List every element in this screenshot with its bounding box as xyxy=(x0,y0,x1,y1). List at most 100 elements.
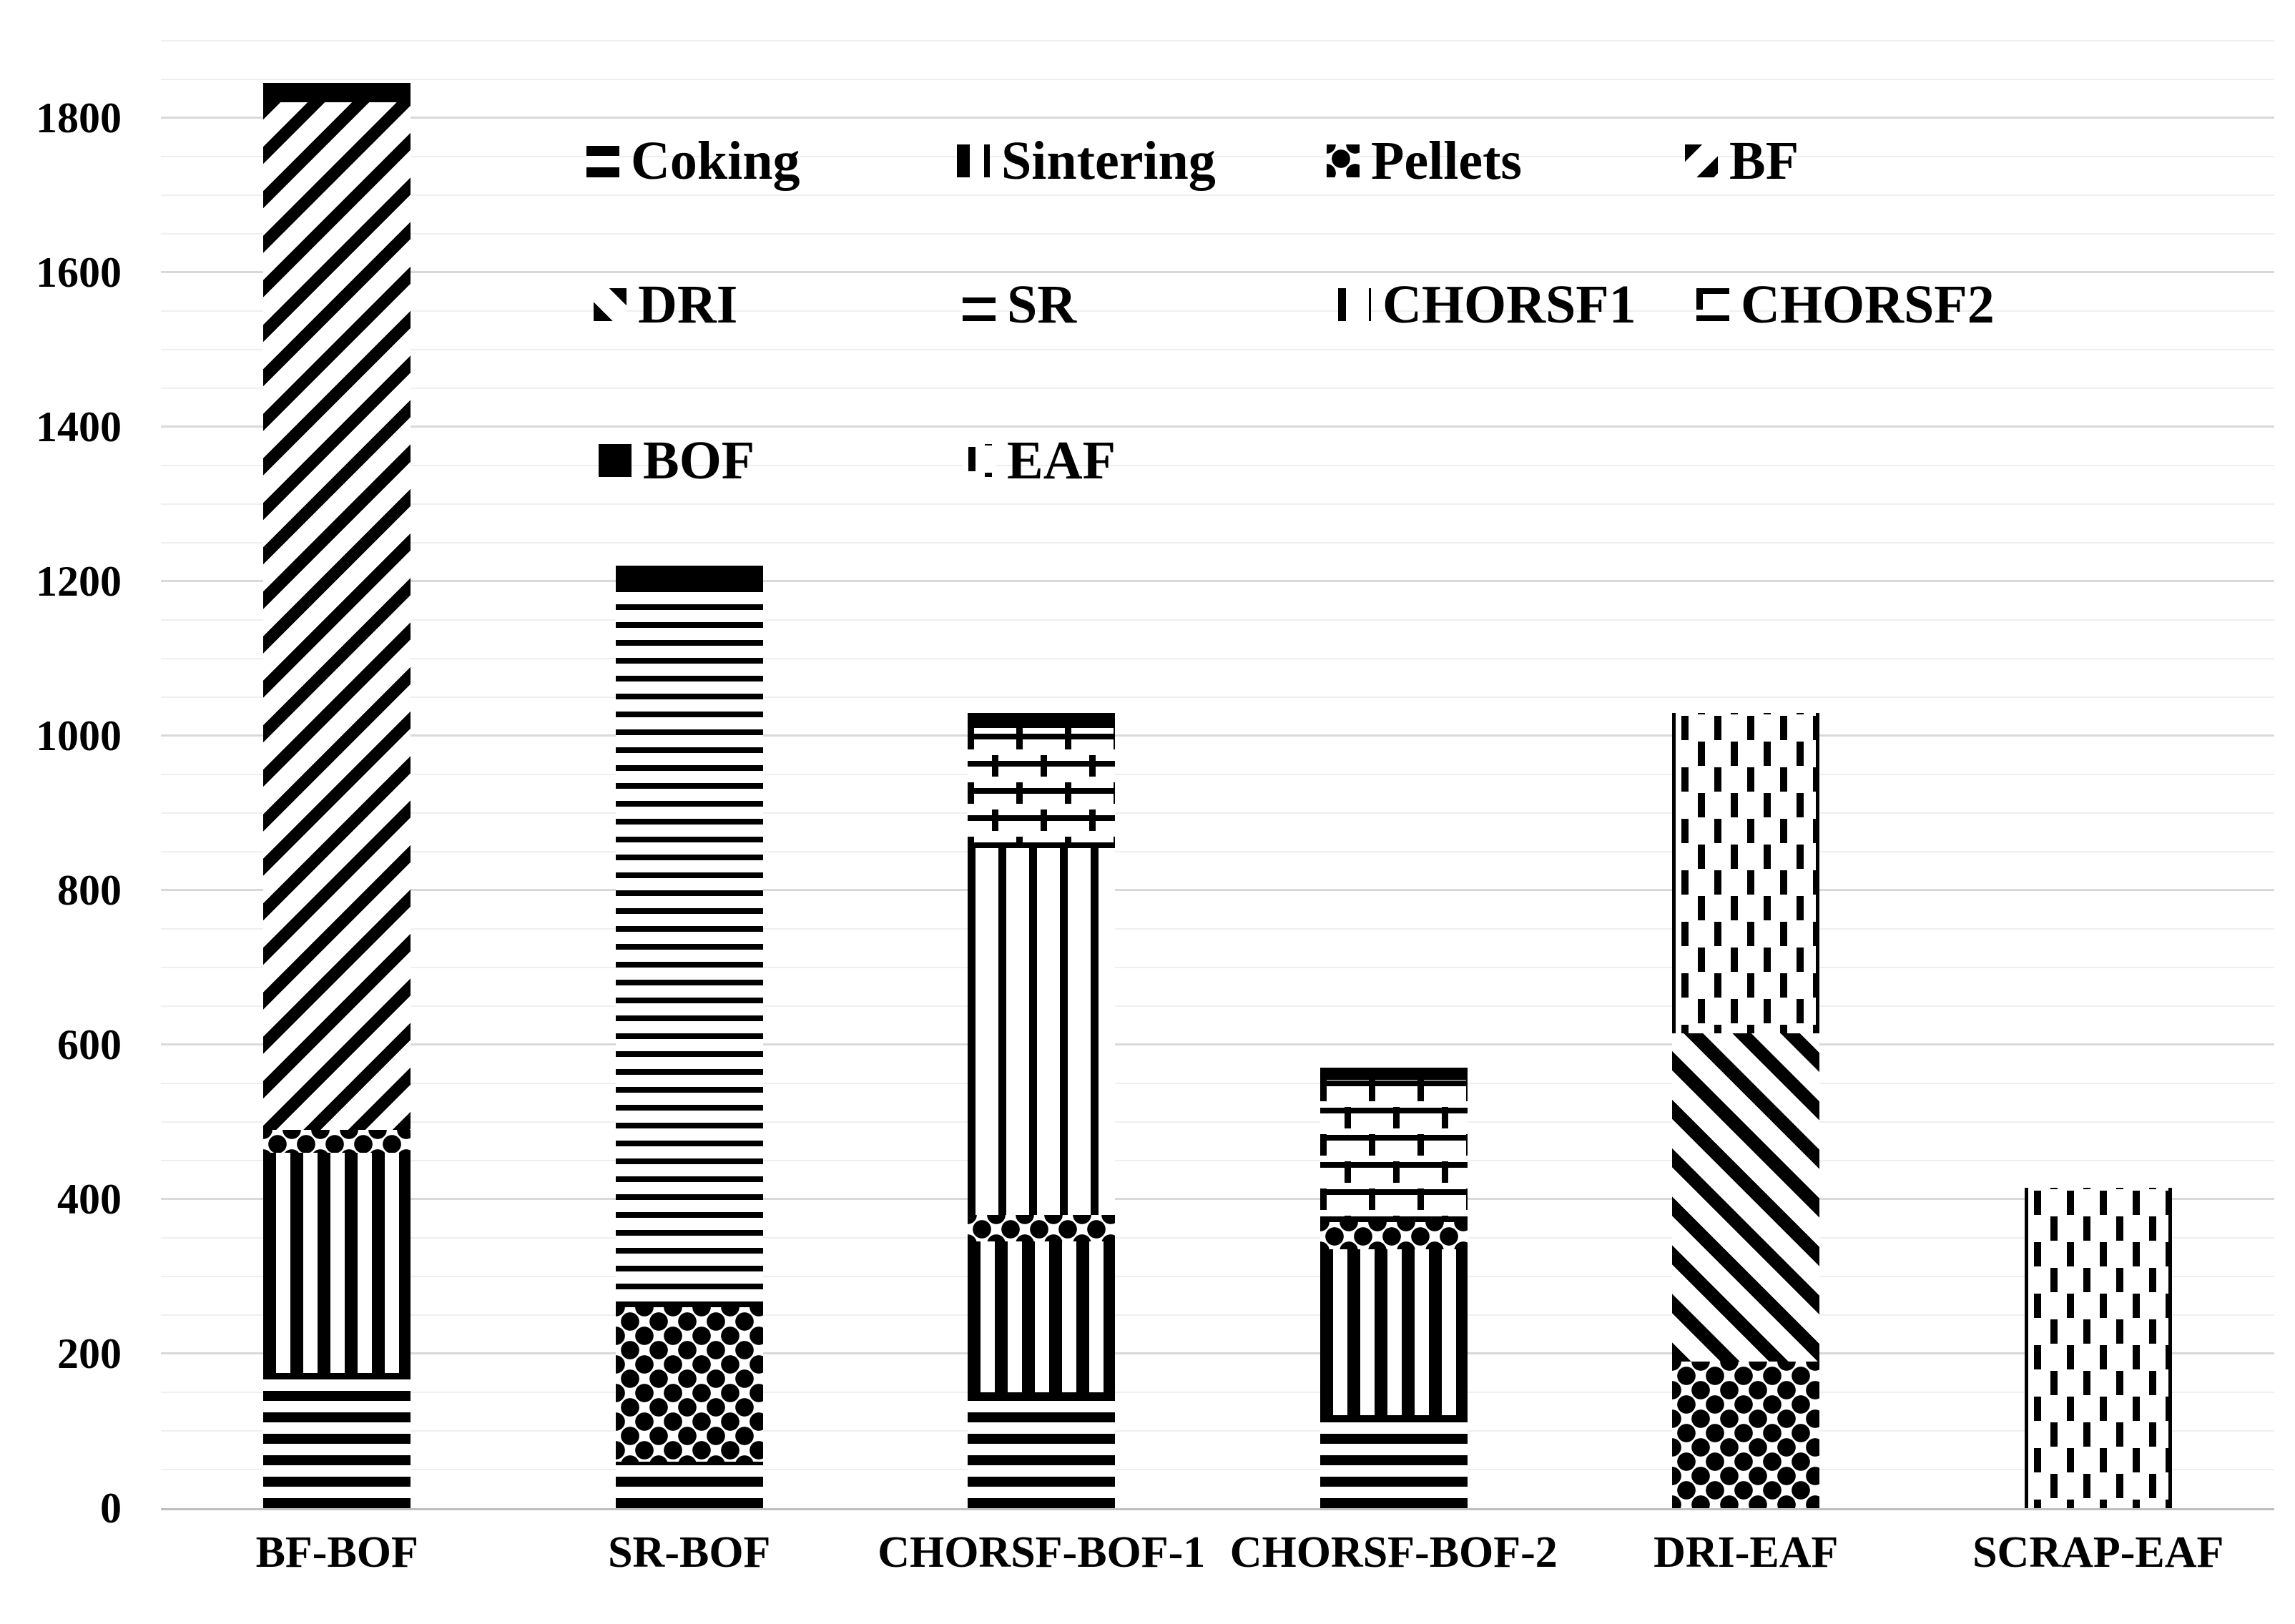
bar-segment-DRI xyxy=(1672,1033,1820,1362)
legend-label: Pellets xyxy=(1371,131,1523,191)
minor-gridline xyxy=(161,1314,2274,1316)
legend-swatch-bof-pattern-icon xyxy=(599,444,632,477)
minor-gridline xyxy=(161,503,2274,505)
major-gridline xyxy=(161,1352,2274,1354)
minor-gridline xyxy=(161,1276,2274,1277)
bar-segment-Pellets xyxy=(263,1129,411,1153)
y-tick-label: 1200 xyxy=(36,558,122,605)
bar-segment-BOF xyxy=(1319,1068,1468,1080)
minor-gridline xyxy=(161,1160,2274,1161)
bar-segment-EAF xyxy=(2024,1187,2172,1508)
legend-entry-DRI: DRI xyxy=(594,272,737,337)
y-tick-label: 800 xyxy=(57,867,122,914)
minor-gridline xyxy=(161,1469,2274,1470)
minor-gridline xyxy=(161,349,2274,350)
bar-segment-Pellets xyxy=(615,1307,763,1462)
major-gridline xyxy=(161,117,2274,119)
bar-segment-CHORSF2 xyxy=(1319,1079,1468,1223)
bar-segment-SR xyxy=(615,589,763,1308)
legend-swatch-bf-pattern-icon xyxy=(1685,144,1718,177)
major-gridline xyxy=(161,425,2274,428)
minor-gridline xyxy=(161,1121,2274,1123)
minor-gridline xyxy=(161,79,2274,80)
x-tick-label: CHORSF-BOF-1 xyxy=(878,1528,1206,1577)
legend-entry-Sintering: Sintering xyxy=(957,129,1216,193)
y-tick-label: 1600 xyxy=(36,249,122,296)
x-tick-label: SCRAP-EAF xyxy=(1972,1528,2224,1577)
bar-BF-BOF xyxy=(263,41,411,1508)
bar-segment-EAF xyxy=(1672,712,1820,1033)
bar-SR-BOF xyxy=(615,41,763,1508)
y-tick-label: 600 xyxy=(57,1021,122,1068)
y-tick-label: 0 xyxy=(100,1485,122,1532)
legend-swatch-chorsf2-pattern-icon xyxy=(1696,288,1729,321)
legend-label: BOF xyxy=(643,430,755,491)
major-gridline xyxy=(161,889,2274,891)
legend-label: BF xyxy=(1729,131,1799,191)
bar-segment-BOF xyxy=(615,566,763,589)
bar-DRI-EAF xyxy=(1672,41,1820,1508)
legend-label: DRI xyxy=(638,275,738,335)
minor-gridline xyxy=(161,774,2274,775)
major-gridline xyxy=(161,1043,2274,1045)
legend-label: CHORSF2 xyxy=(1741,275,1995,335)
minor-gridline xyxy=(161,465,2274,466)
legend-swatch-sintering-pattern-icon xyxy=(957,144,990,177)
bar-segment-BF xyxy=(263,102,411,1130)
plot-area xyxy=(161,40,2274,1510)
bar-segment-Pellets xyxy=(1672,1361,1820,1508)
bar-segment-Coking xyxy=(1319,1415,1468,1508)
minor-gridline xyxy=(161,195,2274,196)
legend-entry-EAF: EAF xyxy=(963,428,1116,493)
legend-entry-BOF: BOF xyxy=(599,428,755,493)
minor-gridline xyxy=(161,40,2274,41)
minor-gridline xyxy=(161,1237,2274,1239)
legend-entry-BF: BF xyxy=(1685,129,1799,193)
minor-gridline xyxy=(161,658,2274,659)
legend-swatch-eaf-pattern-icon xyxy=(963,444,996,477)
minor-gridline xyxy=(161,1005,2274,1007)
legend-entry-CHORSF1: CHORSF1 xyxy=(1338,272,1636,337)
minor-gridline xyxy=(161,1430,2274,1432)
y-tick-label: 200 xyxy=(57,1330,122,1377)
minor-gridline xyxy=(161,967,2274,968)
legend-swatch-dri-pattern-icon xyxy=(594,288,626,321)
minor-gridline xyxy=(161,619,2274,621)
legend-entry-SR: SR xyxy=(963,272,1076,337)
legend-swatch-sr-pattern-icon xyxy=(963,288,996,321)
bar-segment-Sintering xyxy=(968,1241,1116,1392)
bar-segment-Pellets xyxy=(968,1214,1116,1242)
legend-label: CHORSF1 xyxy=(1382,275,1636,335)
bar-CHORSF-BOF-2 xyxy=(1319,41,1468,1508)
bar-segment-Coking xyxy=(968,1392,1116,1508)
legend-label: Coking xyxy=(631,131,800,191)
x-tick-label: BF-BOF xyxy=(255,1528,418,1577)
major-gridline xyxy=(161,1198,2274,1200)
legend-swatch-pellets-pattern-icon xyxy=(1327,144,1360,177)
major-gridline xyxy=(161,271,2274,273)
bar-SCRAP-EAF xyxy=(2024,41,2172,1508)
bar-segment-Coking xyxy=(263,1373,411,1508)
major-gridline xyxy=(161,734,2274,737)
legend-entry-Pellets: Pellets xyxy=(1327,129,1522,193)
legend-label: EAF xyxy=(1007,430,1116,491)
minor-gridline xyxy=(161,1083,2274,1084)
y-tick-label: 1800 xyxy=(36,94,122,142)
legend-swatch-chorsf1-pattern-icon xyxy=(1338,288,1371,321)
legend-label: Sintering xyxy=(1001,131,1216,191)
bar-segment-CHORSF1 xyxy=(968,847,1116,1215)
y-tick-label: 1000 xyxy=(36,712,122,759)
legend-entry-Coking: Coking xyxy=(586,129,800,193)
minor-gridline xyxy=(161,1392,2274,1393)
x-tick-label: SR-BOF xyxy=(608,1528,771,1577)
y-tick-label: 400 xyxy=(57,1176,122,1223)
bar-segment-Sintering xyxy=(263,1153,411,1373)
minor-gridline xyxy=(161,310,2274,312)
major-gridline xyxy=(161,580,2274,582)
minor-gridline xyxy=(161,851,2274,852)
x-tick-label: CHORSF-BOF-2 xyxy=(1229,1528,1558,1577)
legend-label: SR xyxy=(1007,275,1077,335)
bar-segment-Coking xyxy=(615,1462,763,1508)
bar-segment-CHORSF2 xyxy=(968,728,1116,848)
